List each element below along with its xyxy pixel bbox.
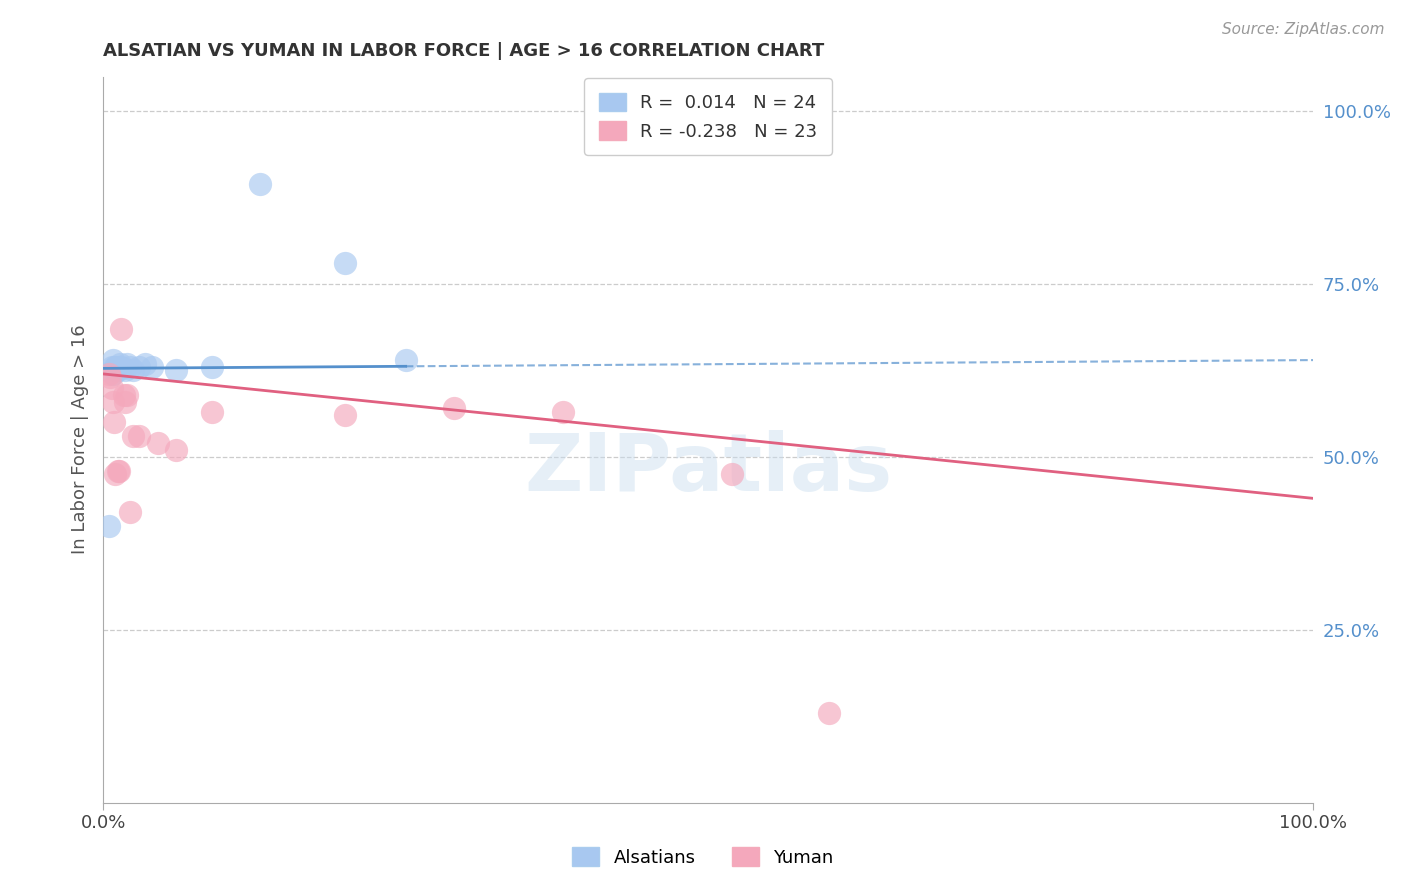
Point — [117, 387, 139, 401]
Point — [100, 370, 122, 384]
Point — [104, 467, 127, 482]
Point — [110, 359, 132, 374]
Point — [721, 467, 744, 482]
Point — [249, 177, 271, 191]
Point — [101, 353, 124, 368]
Point — [118, 505, 141, 519]
Text: Source: ZipAtlas.com: Source: ZipAtlas.com — [1222, 22, 1385, 37]
Point — [107, 363, 129, 377]
Point — [128, 429, 150, 443]
Text: ZIPatlas: ZIPatlas — [524, 430, 893, 508]
Point — [114, 394, 136, 409]
Point — [110, 322, 132, 336]
Point — [108, 357, 131, 371]
Point — [818, 706, 841, 720]
Point — [98, 519, 121, 533]
Point — [104, 359, 127, 374]
Point — [100, 359, 122, 374]
Point — [122, 429, 145, 443]
Point — [108, 464, 131, 478]
Point — [111, 361, 134, 376]
Point — [141, 359, 163, 374]
Point — [108, 359, 131, 374]
Point — [101, 367, 124, 381]
Point — [201, 405, 224, 419]
Text: ALSATIAN VS YUMAN IN LABOR FORCE | AGE > 16 CORRELATION CHART: ALSATIAN VS YUMAN IN LABOR FORCE | AGE >… — [103, 42, 824, 60]
Point — [100, 381, 122, 395]
Point — [333, 409, 356, 423]
Point — [112, 387, 135, 401]
Point — [128, 359, 150, 374]
Point — [103, 415, 125, 429]
Point — [107, 464, 129, 478]
Point — [201, 359, 224, 374]
Legend: Alsatians, Yuman: Alsatians, Yuman — [565, 840, 841, 874]
Point — [134, 357, 156, 371]
Point — [146, 436, 169, 450]
Point — [118, 359, 141, 374]
Point — [98, 367, 121, 381]
Point — [103, 363, 125, 377]
Point — [551, 405, 574, 419]
Point — [165, 442, 187, 457]
Point — [117, 357, 139, 371]
Point — [165, 363, 187, 377]
Point — [104, 359, 127, 374]
Point — [101, 394, 124, 409]
Point — [443, 401, 465, 416]
Point — [333, 256, 356, 270]
Point — [114, 363, 136, 377]
Y-axis label: In Labor Force | Age > 16: In Labor Force | Age > 16 — [72, 325, 89, 555]
Point — [122, 363, 145, 377]
Legend: R =  0.014   N = 24, R = -0.238   N = 23: R = 0.014 N = 24, R = -0.238 N = 23 — [585, 78, 832, 155]
Point — [395, 353, 418, 368]
